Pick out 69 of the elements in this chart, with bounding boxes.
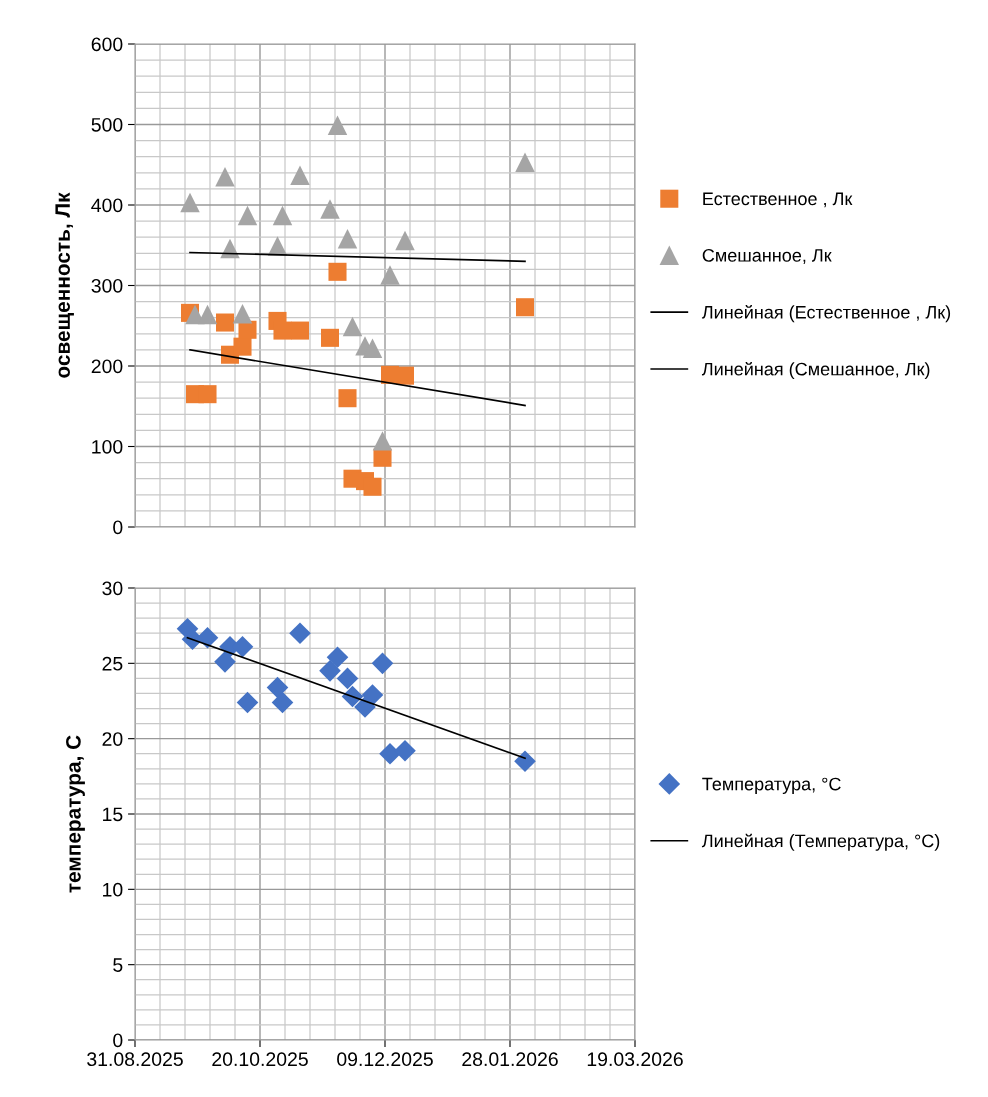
point — [327, 115, 348, 136]
point — [273, 321, 292, 340]
y-tick-label: 300 — [91, 278, 123, 293]
point — [371, 652, 394, 675]
point — [232, 303, 253, 324]
point — [271, 691, 294, 714]
point — [372, 431, 393, 451]
point — [379, 742, 401, 765]
point — [319, 660, 341, 682]
x-tick-label: 28.01.2026 — [462, 1052, 558, 1067]
point — [320, 199, 340, 219]
point — [361, 684, 384, 706]
point — [236, 691, 259, 714]
y-tick-label: 0 — [113, 1033, 123, 1048]
legend-label: Смешанное, Лк — [702, 248, 832, 264]
point — [514, 750, 536, 773]
point — [215, 167, 235, 187]
point — [338, 389, 357, 408]
point — [337, 229, 358, 249]
point — [214, 651, 236, 673]
point — [380, 265, 400, 285]
y-axis-title: температура, С — [66, 735, 85, 893]
y-tick-label: 400 — [91, 198, 123, 213]
point — [290, 165, 310, 185]
x-tick-label: 20.10.2025 — [212, 1052, 308, 1067]
point — [342, 316, 363, 337]
y-tick-label: 600 — [91, 37, 123, 52]
y-tick-label: 25 — [102, 656, 123, 671]
point — [196, 626, 219, 649]
y-axis-title: освещенность, Лк — [55, 192, 74, 378]
y-tick-label: 100 — [92, 439, 123, 454]
point — [328, 262, 347, 281]
point — [362, 338, 383, 359]
point — [180, 192, 200, 213]
y-tick-label: 15 — [103, 807, 123, 822]
legend-label: Линейная (Естественное , Лк) — [701, 305, 951, 323]
point — [197, 304, 218, 325]
point — [237, 205, 258, 226]
x-tick-label: 31.08.2025 — [87, 1052, 183, 1067]
legend-label: Линейная (Смешанное, Лк) — [701, 361, 930, 380]
y-tick-label: 500 — [91, 117, 123, 132]
point — [266, 676, 289, 699]
point — [515, 152, 535, 173]
legend-label: Естественное , Лк — [703, 192, 853, 208]
legend-label: Температура, °C — [702, 777, 841, 794]
point — [363, 477, 382, 496]
point — [198, 385, 217, 404]
y-tick-label: 30 — [102, 581, 123, 596]
legend-label: Линейная (Температура, °C) — [701, 833, 940, 851]
point — [215, 313, 235, 332]
point — [336, 667, 359, 690]
point — [395, 366, 415, 385]
y-tick-label: 0 — [113, 520, 123, 535]
x-tick-label: 09.12.2025 — [337, 1052, 433, 1067]
point — [233, 337, 252, 356]
point — [289, 622, 311, 644]
point — [395, 230, 415, 251]
y-tick-label: 10 — [103, 882, 123, 897]
point — [394, 739, 416, 762]
point — [272, 205, 293, 226]
point — [238, 320, 257, 339]
point — [515, 298, 535, 317]
y-tick-label: 200 — [91, 359, 123, 374]
y-tick-label: 5 — [113, 958, 123, 972]
point — [326, 646, 349, 669]
point — [290, 321, 310, 340]
point — [320, 328, 340, 347]
x-tick-label: 19.03.2026 — [587, 1052, 683, 1067]
y-tick-label: 20 — [102, 732, 123, 746]
